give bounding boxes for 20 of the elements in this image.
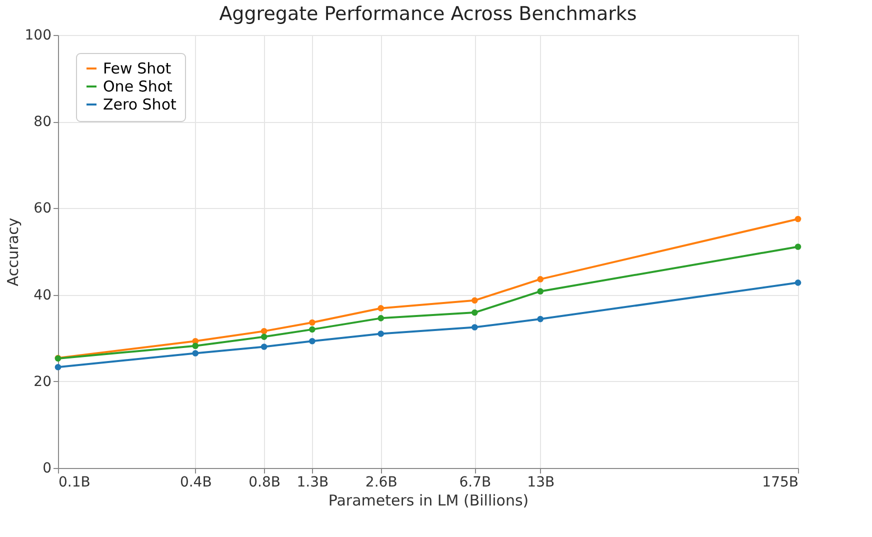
y-tick-label: 40 <box>34 287 52 304</box>
y-tick-label: 20 <box>34 374 52 390</box>
y-tick-label: 0 <box>42 460 52 476</box>
x-tick-label: 0.1B <box>58 474 90 490</box>
chart-title: Aggregate Performance Across Benchmarks <box>219 3 637 25</box>
x-tick-label: 175B <box>762 474 798 490</box>
x-tick-label: 1.3B <box>296 474 329 490</box>
legend-label: One Shot <box>103 78 173 96</box>
legend-label: Zero Shot <box>103 96 176 114</box>
y-tick-label: 80 <box>34 114 52 130</box>
x-tick-label: 0.4B <box>180 474 212 490</box>
x-tick-label: 2.6B <box>365 474 398 490</box>
x-tick-label: 0.8B <box>248 474 281 490</box>
y-tick-label: 60 <box>34 200 52 217</box>
x-tick-label: 6.7B <box>459 474 492 490</box>
legend-label: Few Shot <box>103 60 172 78</box>
y-axis-title: Accuracy <box>4 218 22 286</box>
x-tick-label: 13B <box>527 474 555 490</box>
y-tick-label: 100 <box>24 28 52 44</box>
x-axis-title: Parameters in LM (Billions) <box>328 492 529 510</box>
